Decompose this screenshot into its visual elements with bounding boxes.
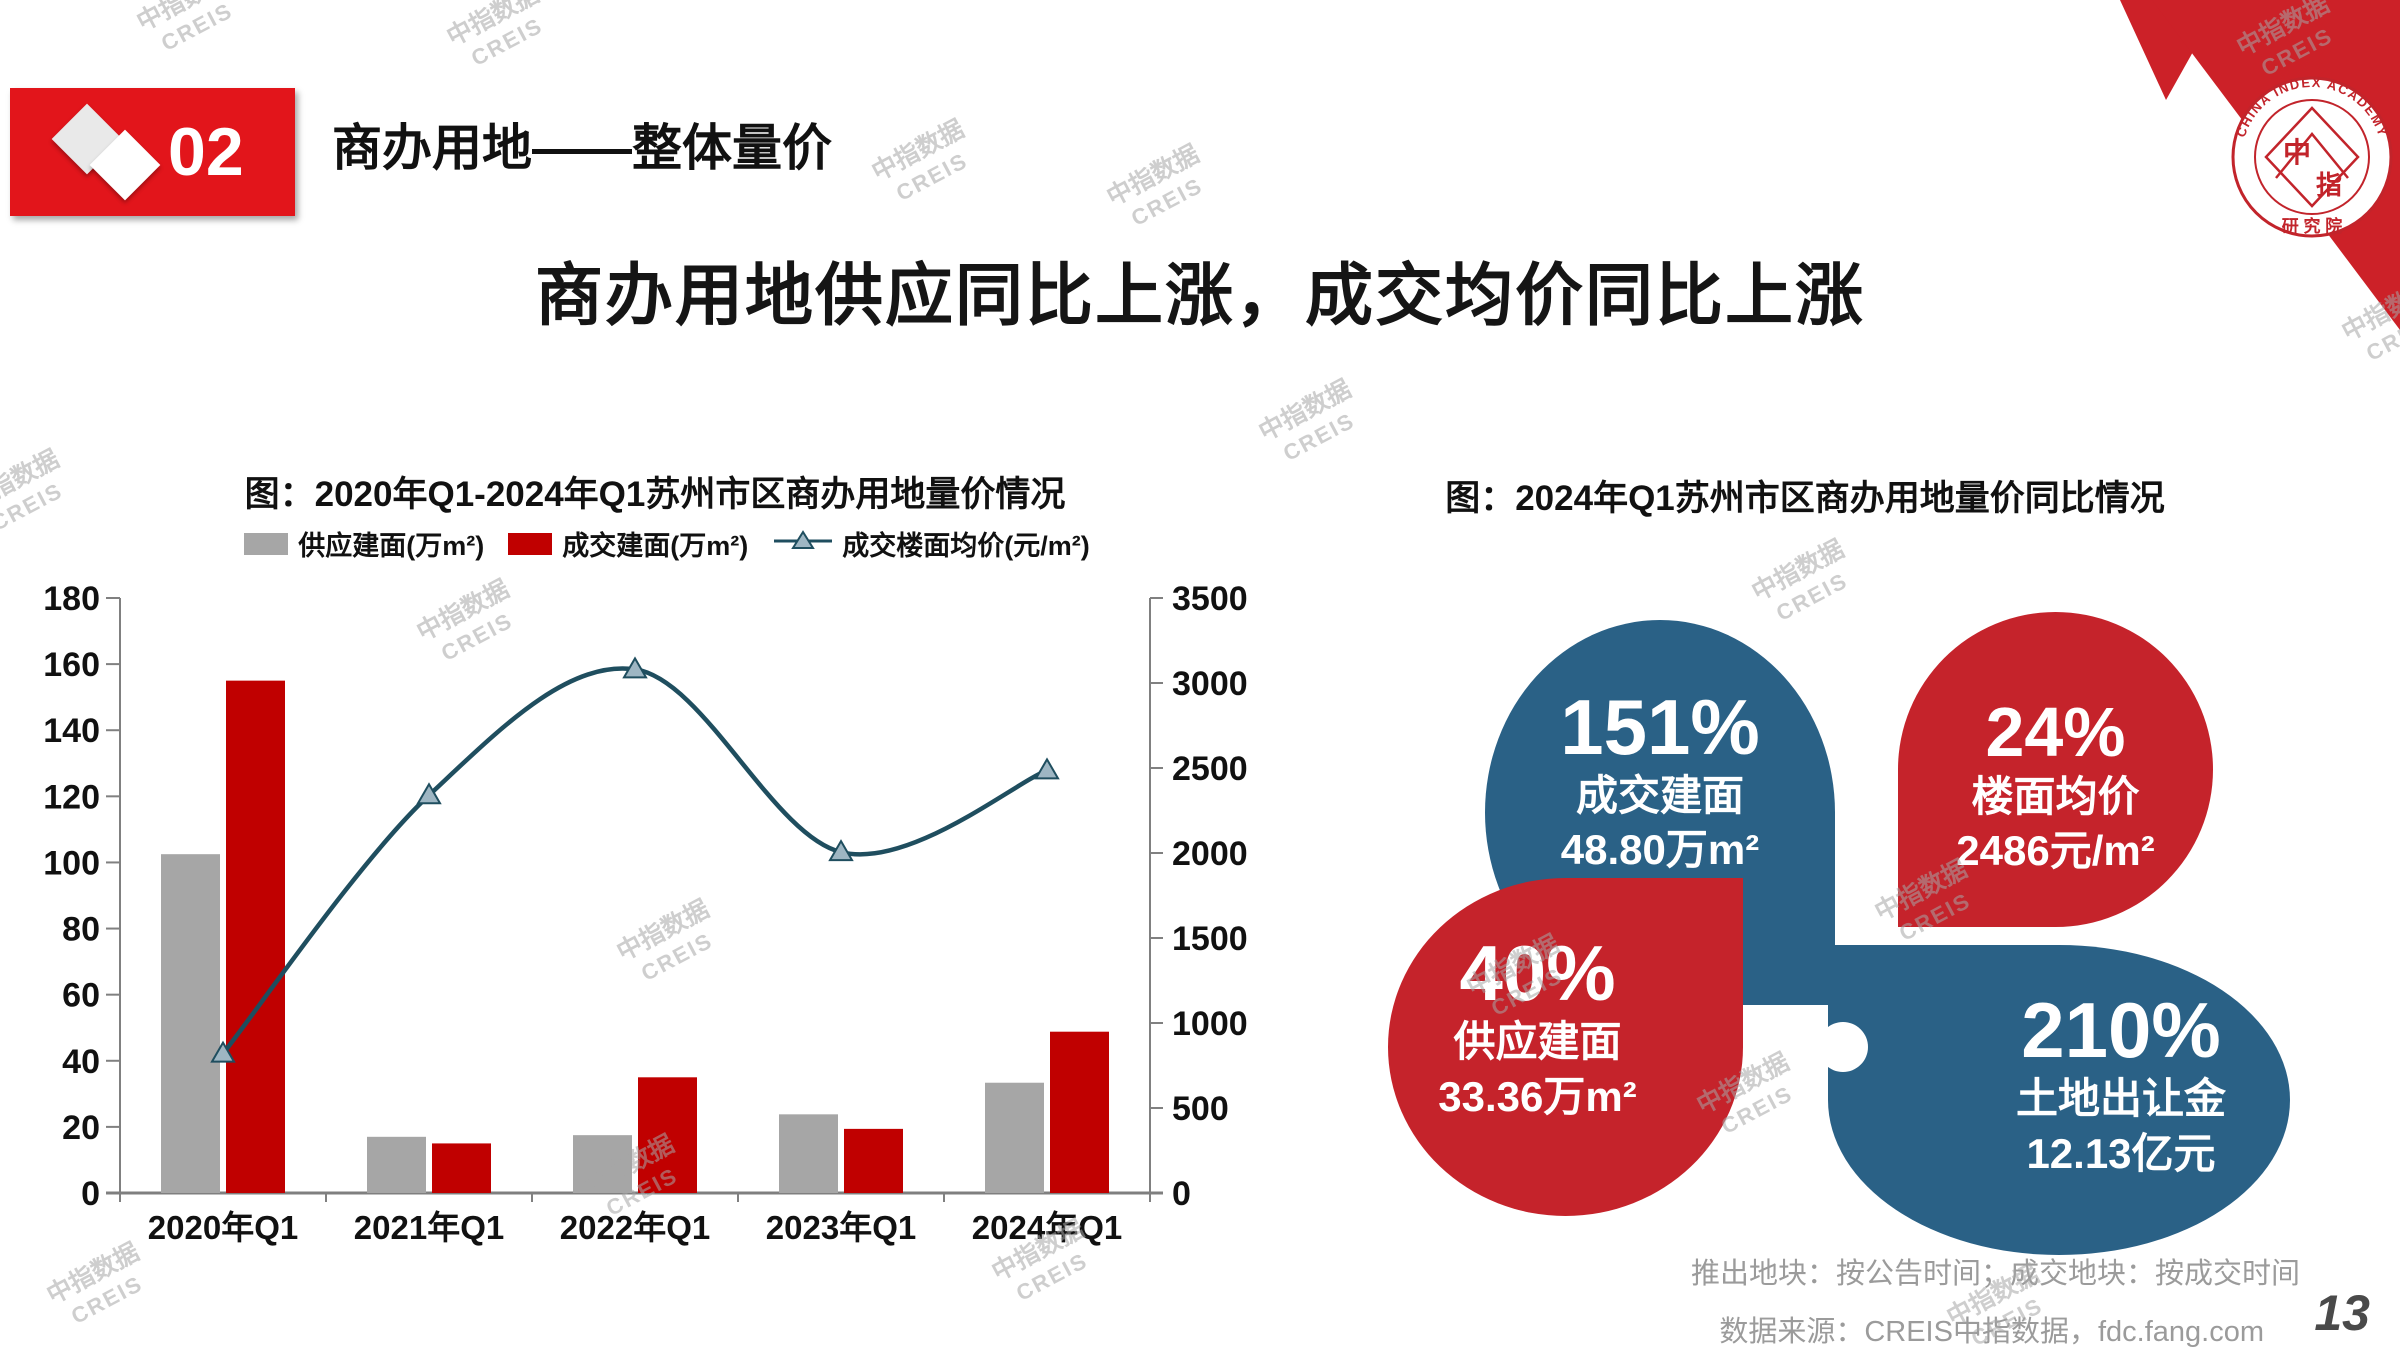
petal-value: 33.36万m² [1438, 1072, 1637, 1120]
petal-floor-price: 24% 楼面均价 2486元/m² [1898, 612, 2213, 927]
petal-label: 成交建面 [1575, 771, 1744, 819]
svg-text:20: 20 [62, 1109, 100, 1147]
page-number: 13 [2314, 1285, 2370, 1341]
footnote-source: 数据来源：CREIS中指数据，fdc.fang.com [1719, 1316, 2264, 1348]
legend-label-price: 成交楼面均价(元/m²) [842, 531, 1090, 561]
academy-logo: CHINA INDEX ACADEMY 研 究 院 中 指 [2231, 75, 2393, 238]
petal-label: 土地出让金 [2015, 1075, 2226, 1123]
main-title: 商办用地供应同比上涨，成交均价同比上涨 [534, 258, 1865, 334]
svg-text:140: 140 [43, 712, 100, 750]
petal-yoy: 151% [1560, 682, 1760, 771]
svg-text:1500: 1500 [1172, 920, 1248, 958]
petal-yoy: 210% [2021, 986, 2221, 1075]
section-badge: 02 [10, 88, 295, 216]
svg-text:160: 160 [43, 646, 100, 684]
svg-text:中: 中 [2283, 137, 2311, 168]
petal-yoy: 24% [1985, 693, 2126, 772]
petal-label: 楼面均价 [1971, 772, 2140, 820]
svg-text:2022年Q1: 2022年Q1 [560, 1209, 710, 1246]
creis-watermark: 中指数据 CREIS [442, 0, 547, 71]
legend-label-supply: 供应建面(万m²) [298, 531, 485, 561]
corner-ribbon: CHINA INDEX ACADEMY 研 究 院 中 指 [2100, 0, 2400, 350]
svg-text:3000: 3000 [1172, 665, 1248, 703]
svg-text:500: 500 [1172, 1090, 1229, 1128]
svg-text:100: 100 [43, 844, 100, 882]
creis-watermark: 中指数据 CREIS [1102, 139, 1207, 231]
svg-text:3500: 3500 [1172, 580, 1248, 618]
svg-text:0: 0 [81, 1175, 100, 1213]
flower-center-dot [1818, 1022, 1868, 1072]
legend-swatch-supply [244, 532, 289, 555]
svg-text:2500: 2500 [1172, 750, 1248, 788]
svg-text:研 究 院: 研 究 院 [2282, 216, 2342, 236]
combo-chart: 0 20 40 60 80 100 120 140 160 180 0 500 1000 1500 2000… [43, 580, 1248, 1246]
svg-text:40: 40 [62, 1043, 100, 1081]
petal-yoy: 40% [1459, 929, 1616, 1018]
svg-text:180: 180 [43, 580, 100, 618]
svg-text:2021年Q1: 2021年Q1 [354, 1209, 504, 1246]
legend-line-marker-icon [772, 528, 834, 559]
petal-label: 供应建面 [1453, 1018, 1622, 1066]
creis-watermark: 中指数据 CREIS [867, 114, 972, 206]
svg-text:2020年Q1: 2020年Q1 [148, 1209, 298, 1246]
svg-text:2000: 2000 [1172, 835, 1248, 873]
creis-watermark: 中指数据 CREIS [1254, 374, 1359, 466]
right-chart-title: 图：2024年Q1苏州市区商办用地量价同比情况 [1445, 479, 2165, 518]
left-chart-title: 图：2020年Q1-2024年Q1苏州市区商办用地量价情况 [244, 475, 1066, 514]
legend-swatch-transacted [508, 532, 553, 555]
corner-ribbon-graphic: CHINA INDEX ACADEMY 研 究 院 中 指 [2120, 0, 2400, 330]
legend-label-transacted: 成交建面(万m²) [562, 531, 749, 561]
petal-supply-area: 40% 供应建面 33.36万m² [1388, 878, 1743, 1216]
svg-text:120: 120 [43, 778, 100, 816]
svg-text:80: 80 [62, 911, 100, 949]
section-title: 商办用地——整体量价 [332, 120, 832, 176]
petal-value: 12.13亿元 [2026, 1129, 2216, 1177]
petal-value: 48.80万m² [1560, 826, 1760, 874]
petal-land-premium: 210% 土地出让金 12.13亿元 [1828, 945, 2290, 1255]
petal-value: 2486元/m² [1956, 827, 2155, 875]
creis-watermark: 中指数据 CREIS [1747, 534, 1852, 626]
svg-text:2024年Q1: 2024年Q1 [972, 1209, 1122, 1246]
svg-text:60: 60 [62, 977, 100, 1015]
svg-text:指: 指 [2316, 170, 2342, 200]
section-number: 02 [168, 114, 244, 190]
svg-text:2023年Q1: 2023年Q1 [766, 1209, 916, 1246]
svg-text:1000: 1000 [1172, 1005, 1248, 1043]
left-chart-legend: 供应建面(万m²) 成交建面(万m²) 成交楼面均价(元/m²) [40, 524, 1270, 563]
svg-text:0: 0 [1172, 1175, 1191, 1213]
footnote-timing: 推出地块：按公告时间；成交地块：按成交时间 [1690, 1258, 2300, 1290]
creis-watermark: 中指数据 CREIS [132, 0, 237, 56]
